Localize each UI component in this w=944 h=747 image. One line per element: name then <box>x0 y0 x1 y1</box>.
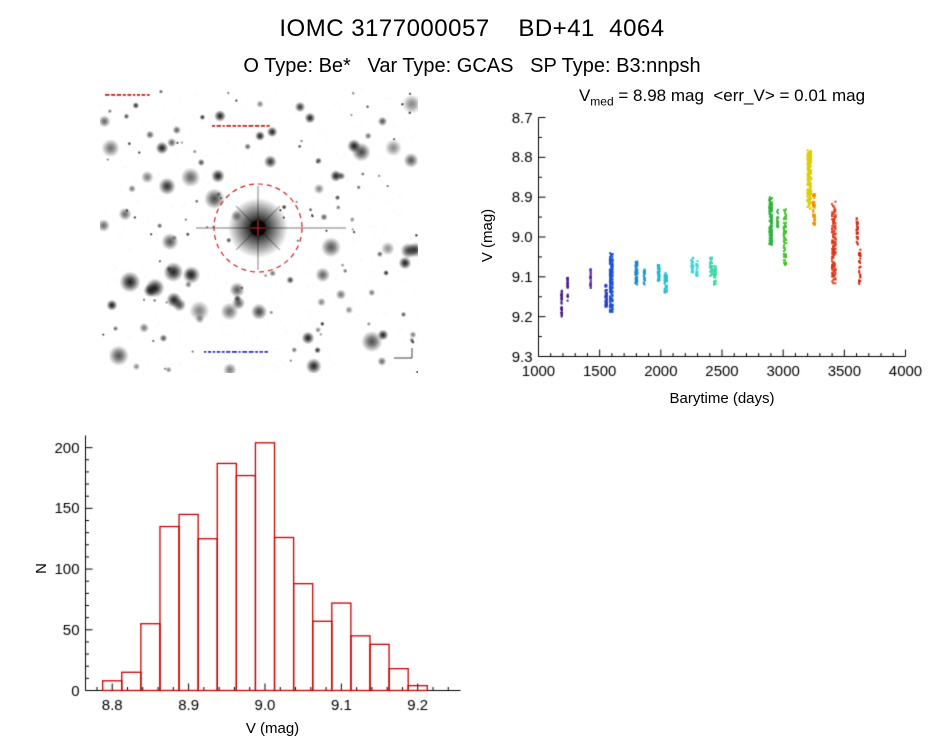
finding-chart <box>100 88 418 373</box>
page-subtitle: O Type: Be* Var Type: GCAS SP Type: B3:n… <box>243 55 701 77</box>
lightcurve-xlabel: Barytime (days) <box>669 390 775 407</box>
lightcurve-ylabel: V (mag) <box>479 208 497 263</box>
histogram-xlabel: V (mag) <box>245 720 300 737</box>
lightcurve-plot <box>500 105 930 385</box>
histogram-ylabel: N <box>32 563 50 574</box>
lightcurve-title: Vmed = 8.98 mag <err_V> = 0.01 mag <box>512 86 932 108</box>
lightcurve-title-prefix: V <box>578 86 591 105</box>
lightcurve-title-sub: med <box>590 94 614 109</box>
histogram-plot <box>40 430 480 720</box>
lightcurve-title-rest: = 8.98 mag <err_V> = 0.01 mag <box>613 86 866 105</box>
page-title: IOMC 3177000057 BD+41 4064 <box>279 15 665 42</box>
